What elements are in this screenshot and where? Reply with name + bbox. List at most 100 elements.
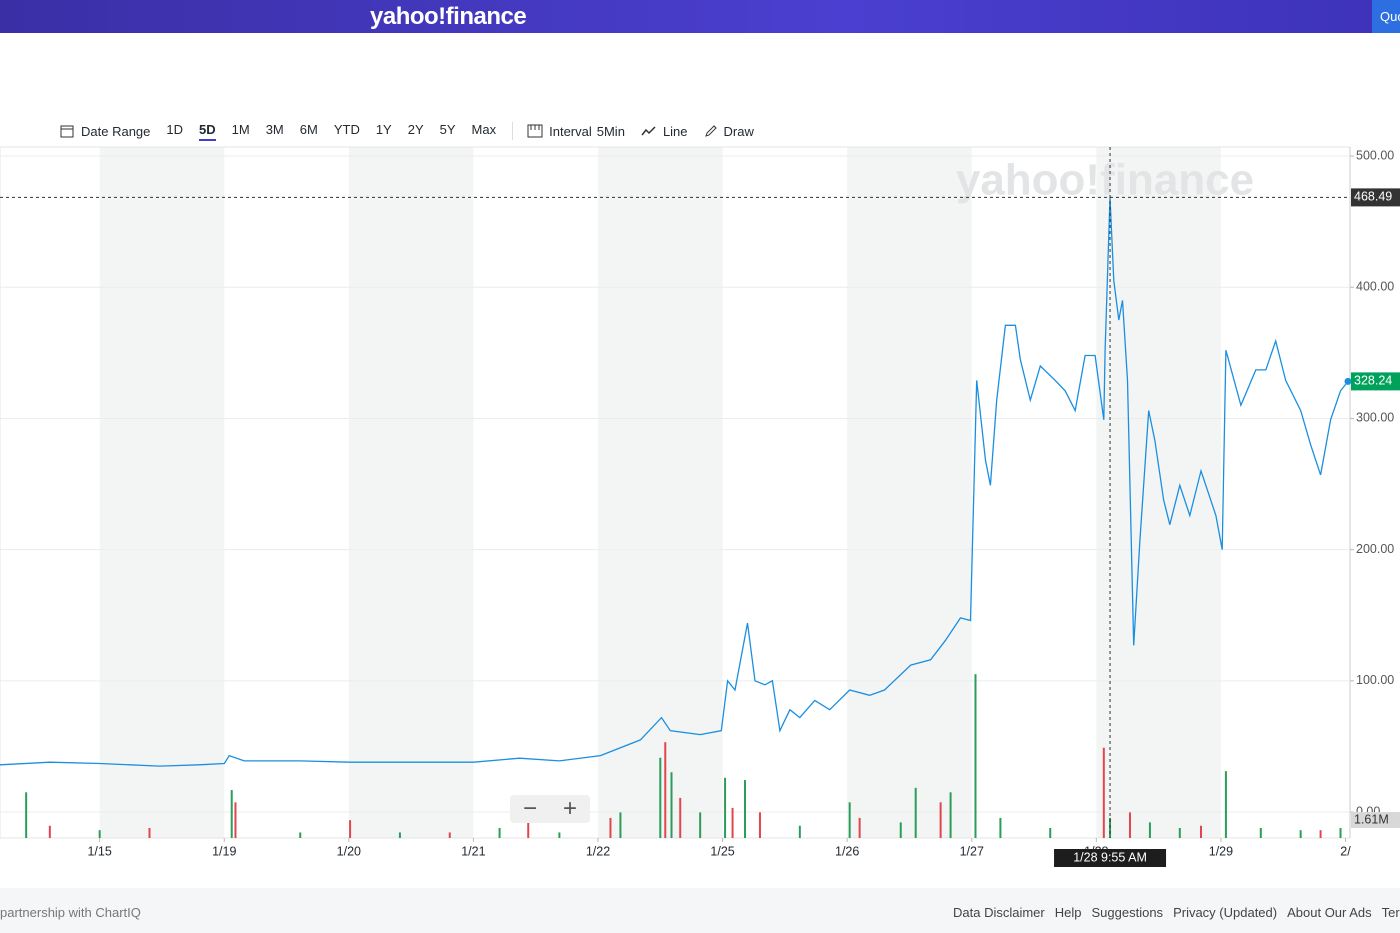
credit: partnership with ChartIQ	[0, 905, 141, 920]
price-line	[0, 197, 1349, 767]
footer-link[interactable]: Privacy (Updated)	[1173, 905, 1278, 920]
x-tick-label: 1/19	[212, 844, 236, 858]
volume-bar	[731, 807, 734, 838]
interval-label[interactable]: Interval	[549, 123, 592, 139]
volume-bar	[98, 830, 101, 838]
x-tick-label: 1/20	[337, 844, 361, 858]
y-tick-label: 400.00	[1356, 280, 1394, 294]
header: yahoo!finance Quo	[0, 0, 1400, 33]
footer-link[interactable]: About Our Ads	[1287, 905, 1372, 920]
volume-bar	[1178, 827, 1181, 838]
range-button[interactable]: 6M	[299, 121, 318, 137]
volume-bar	[670, 772, 673, 838]
footer-link[interactable]: Help	[1054, 905, 1082, 920]
volume-bar	[1319, 830, 1322, 838]
volume-bar	[724, 777, 727, 838]
logo[interactable]: yahoo!finance	[370, 3, 527, 30]
range-button[interactable]: 2Y	[407, 121, 424, 137]
range-button[interactable]: 1M	[231, 121, 250, 137]
interval-icon	[527, 124, 543, 138]
zoom-out[interactable]: −	[522, 795, 537, 822]
volume-bar	[699, 812, 702, 838]
volume-bar	[1259, 827, 1262, 838]
crosshair-date: 1/28 9:55 AM	[1073, 850, 1147, 864]
quote-button[interactable]: Quo	[1372, 0, 1400, 33]
range-button[interactable]: 1Y	[375, 121, 392, 137]
volume-bar	[48, 825, 51, 838]
volume-bar	[1339, 827, 1342, 838]
crosshair-date-box	[1054, 849, 1167, 867]
x-tick-label: 1/22	[586, 844, 610, 858]
x-tick-label: 2/	[1340, 844, 1351, 858]
zoom-in[interactable]: +	[562, 795, 577, 822]
x-tick-label: 1/21	[461, 844, 485, 858]
interval-value[interactable]: 5Min	[596, 123, 625, 139]
volume-bar	[1128, 812, 1131, 838]
volume-bar	[619, 812, 622, 838]
y-tick-label: 100.00	[1356, 673, 1394, 687]
last-price: 328.24	[1354, 374, 1392, 388]
volume-bar	[299, 832, 302, 838]
footer-link[interactable]: Terms	[1381, 905, 1400, 920]
y-tick-label: 200.00	[1356, 542, 1394, 556]
draw[interactable]: Draw	[723, 123, 754, 139]
session-band	[99, 147, 225, 838]
toolbar: Date Range 1D 5D 1M 3M 6M YTD 1Y 2Y 5Y Max Interv…	[60, 120, 770, 142]
last-price-dot	[1344, 377, 1352, 385]
crosshair-price-box	[1351, 188, 1400, 207]
draw-icon	[704, 125, 717, 137]
line-icon	[641, 126, 656, 136]
x-tick-label: 1/29	[1209, 844, 1233, 858]
y-tick-label: 500.00	[1356, 148, 1394, 162]
range-button[interactable]: 5Y	[439, 121, 456, 137]
volume-bar	[1224, 771, 1227, 838]
footer-link[interactable]: Data Disclaimer	[953, 905, 1045, 920]
volume-bar	[744, 780, 747, 838]
volume-bar	[558, 832, 561, 838]
footer-link[interactable]: Suggestions	[1091, 905, 1164, 920]
volume-bar	[798, 825, 801, 838]
range-button[interactable]: 1D	[166, 121, 184, 137]
x-tick-label: 1/26	[835, 844, 859, 858]
footer-links: Data Disclaimer Help Suggestions Privacy (U…	[953, 905, 1400, 920]
volume-bar	[974, 674, 977, 838]
range-button[interactable]: 3M	[265, 121, 284, 137]
session-band	[1096, 147, 1221, 838]
range-button[interactable]: Max	[471, 121, 497, 137]
separator	[512, 122, 514, 140]
chart: yahoo!finance0.00100.00200.00300.00400.0…	[0, 146, 1400, 867]
date-range[interactable]: Date Range	[81, 123, 151, 139]
volume-bar	[349, 820, 352, 838]
range-button[interactable]: YTD	[333, 121, 360, 137]
volume-bar	[858, 817, 861, 838]
volume-bar	[664, 742, 667, 838]
session-band	[598, 147, 723, 838]
volume-label-box	[1351, 812, 1400, 829]
zoom-controls: − +	[510, 795, 590, 823]
volume-bar	[949, 792, 952, 838]
volume-bar	[939, 802, 942, 838]
volume-bar	[230, 790, 233, 838]
watermark: yahoo!finance	[956, 156, 1254, 205]
footer: partnership with ChartIQ Data Disclaimer…	[0, 888, 1400, 933]
volume-label: 1.61M	[1354, 812, 1389, 826]
x-tick-label: 1/15	[87, 844, 111, 858]
volume-bar	[448, 832, 451, 838]
volume-bar	[758, 812, 761, 838]
session-band	[847, 147, 972, 838]
calendar-icon	[60, 125, 74, 138]
volume-bar	[25, 792, 28, 838]
volume-bar	[609, 817, 612, 838]
volume-bar	[914, 787, 917, 838]
volume-bar	[398, 832, 401, 838]
volume-bar	[1102, 747, 1105, 838]
volume-bar	[999, 817, 1002, 838]
volume-bar	[1148, 822, 1151, 838]
range-button[interactable]: 5D	[199, 122, 216, 141]
chart-type[interactable]: Line	[662, 123, 688, 139]
x-tick-label: 1/25	[710, 844, 734, 858]
volume-bar	[899, 822, 902, 838]
volume-bar	[1049, 827, 1052, 838]
volume-bar	[1199, 825, 1202, 838]
